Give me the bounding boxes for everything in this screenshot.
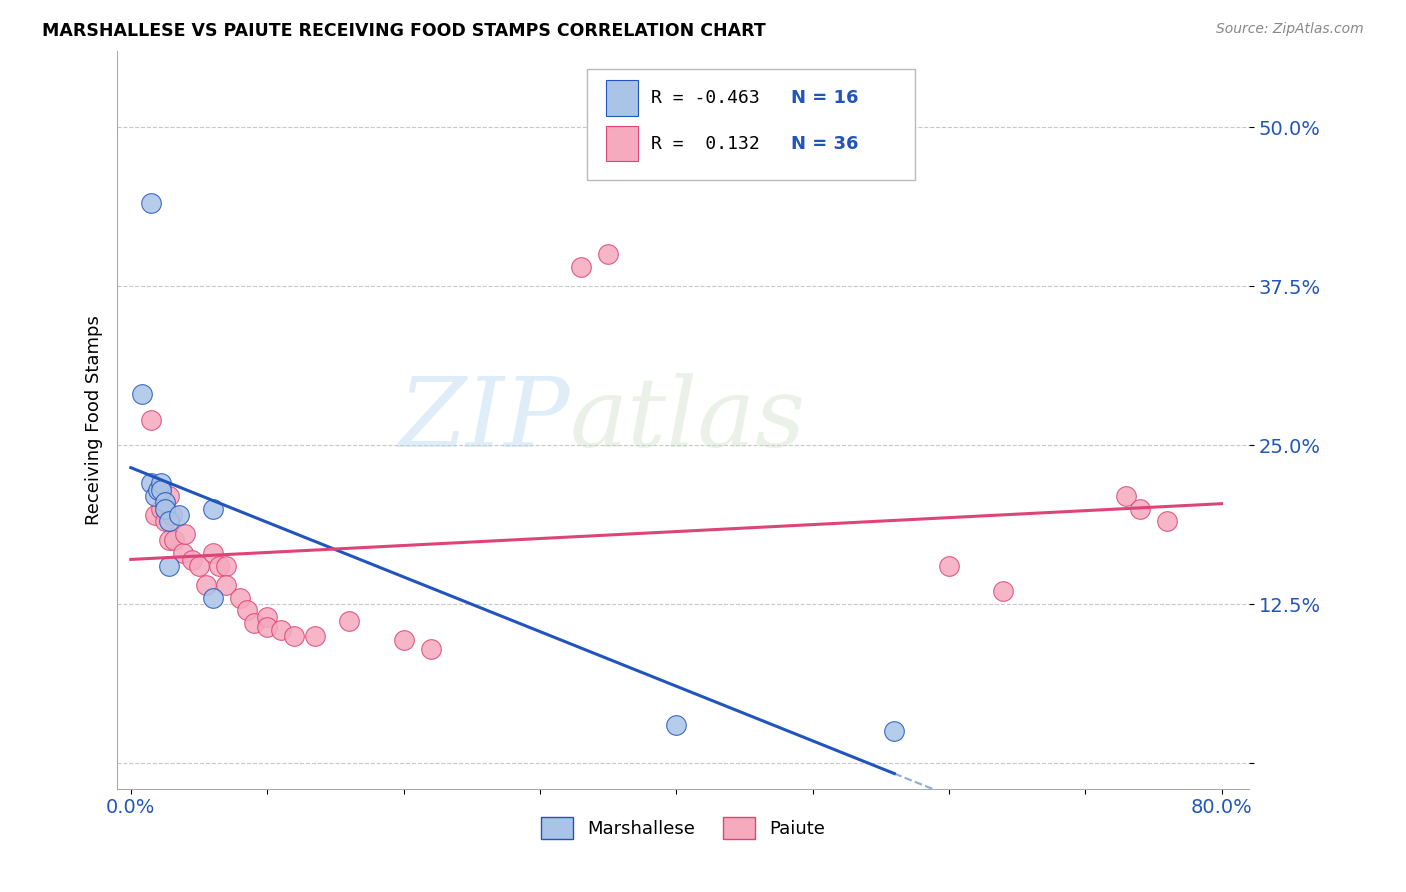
Point	[215, 558, 238, 573]
Point	[304, 629, 326, 643]
Point	[283, 629, 305, 643]
Legend: Marshallese, Paiute: Marshallese, Paiute	[533, 809, 832, 846]
Text: ZIP: ZIP	[398, 373, 569, 467]
Point	[149, 476, 172, 491]
Point	[883, 724, 905, 739]
Text: Source: ZipAtlas.com: Source: ZipAtlas.com	[1216, 22, 1364, 37]
Point	[665, 718, 688, 732]
Point	[157, 558, 180, 573]
Point	[145, 489, 167, 503]
Point	[188, 558, 211, 573]
Point	[596, 247, 619, 261]
Point	[201, 501, 224, 516]
Point	[153, 515, 176, 529]
Point	[242, 616, 264, 631]
Bar	[606, 80, 638, 116]
Point	[149, 501, 172, 516]
Point	[194, 578, 217, 592]
Point	[256, 620, 278, 634]
Point	[1115, 489, 1137, 503]
Point	[215, 578, 238, 592]
Point	[201, 591, 224, 605]
Text: R = -0.463: R = -0.463	[651, 89, 761, 107]
Point	[174, 527, 197, 541]
Point	[149, 483, 172, 497]
Text: atlas: atlas	[569, 373, 806, 467]
Point	[149, 483, 172, 497]
Point	[167, 508, 190, 522]
Point	[1156, 515, 1178, 529]
Point	[163, 533, 186, 548]
Point	[153, 495, 176, 509]
Text: R =  0.132: R = 0.132	[651, 135, 761, 153]
Point	[201, 546, 224, 560]
Point	[131, 387, 153, 401]
Point	[270, 623, 292, 637]
Text: MARSHALLESE VS PAIUTE RECEIVING FOOD STAMPS CORRELATION CHART: MARSHALLESE VS PAIUTE RECEIVING FOOD STA…	[42, 22, 766, 40]
Point	[337, 614, 360, 628]
Point	[993, 584, 1015, 599]
Point	[157, 533, 180, 548]
Point	[157, 515, 180, 529]
Bar	[606, 126, 638, 161]
Text: N = 16: N = 16	[790, 89, 858, 107]
Point	[208, 558, 231, 573]
Point	[160, 508, 183, 522]
Point	[235, 603, 257, 617]
Y-axis label: Receiving Food Stamps: Receiving Food Stamps	[86, 315, 103, 524]
Point	[145, 508, 167, 522]
Point	[181, 552, 204, 566]
Point	[153, 501, 176, 516]
Point	[172, 546, 194, 560]
Point	[229, 591, 252, 605]
Point	[146, 483, 169, 497]
Text: N = 36: N = 36	[790, 135, 858, 153]
Point	[419, 641, 441, 656]
Point	[141, 196, 163, 211]
Point	[569, 260, 592, 274]
Point	[256, 609, 278, 624]
Point	[141, 476, 163, 491]
FancyBboxPatch shape	[586, 69, 915, 180]
Point	[938, 558, 960, 573]
Point	[1129, 501, 1152, 516]
Point	[141, 412, 163, 426]
Point	[157, 489, 180, 503]
Point	[392, 632, 415, 647]
